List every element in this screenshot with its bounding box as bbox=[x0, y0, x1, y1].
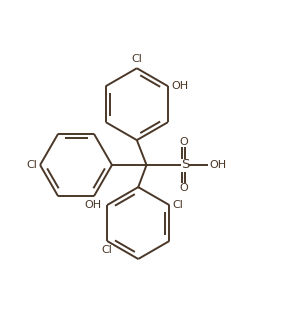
Text: O: O bbox=[179, 137, 188, 147]
Text: Cl: Cl bbox=[131, 54, 142, 64]
Text: Cl: Cl bbox=[102, 245, 113, 255]
Text: Cl: Cl bbox=[27, 160, 37, 170]
Text: OH: OH bbox=[210, 160, 227, 170]
Text: O: O bbox=[179, 183, 188, 193]
Text: Cl: Cl bbox=[173, 200, 184, 210]
Text: OH: OH bbox=[84, 200, 101, 210]
Text: OH: OH bbox=[171, 81, 188, 91]
Text: S: S bbox=[181, 158, 190, 172]
